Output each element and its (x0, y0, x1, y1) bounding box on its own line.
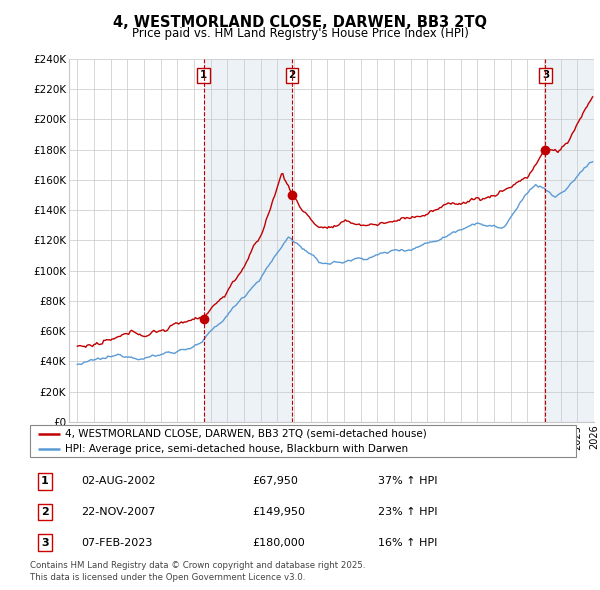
Text: 37% ↑ HPI: 37% ↑ HPI (378, 477, 437, 486)
Text: £67,950: £67,950 (252, 477, 298, 486)
Text: 23% ↑ HPI: 23% ↑ HPI (378, 507, 437, 517)
Text: Contains HM Land Registry data © Crown copyright and database right 2025.
This d: Contains HM Land Registry data © Crown c… (30, 561, 365, 582)
Text: 2: 2 (41, 507, 49, 517)
Text: £149,950: £149,950 (252, 507, 305, 517)
Text: 1: 1 (200, 70, 207, 80)
Text: 07-FEB-2023: 07-FEB-2023 (81, 538, 152, 548)
Text: £180,000: £180,000 (252, 538, 305, 548)
Text: 3: 3 (542, 70, 549, 80)
Text: 1: 1 (41, 477, 49, 486)
Text: 16% ↑ HPI: 16% ↑ HPI (378, 538, 437, 548)
Text: 02-AUG-2002: 02-AUG-2002 (81, 477, 155, 486)
Text: HPI: Average price, semi-detached house, Blackburn with Darwen: HPI: Average price, semi-detached house,… (65, 444, 409, 454)
Text: 3: 3 (41, 538, 49, 548)
Text: 22-NOV-2007: 22-NOV-2007 (81, 507, 155, 517)
Text: 2: 2 (289, 70, 296, 80)
Text: 4, WESTMORLAND CLOSE, DARWEN, BB3 2TQ (semi-detached house): 4, WESTMORLAND CLOSE, DARWEN, BB3 2TQ (s… (65, 428, 427, 438)
Bar (545, 59, 594, 422)
FancyBboxPatch shape (30, 425, 576, 457)
Text: 4, WESTMORLAND CLOSE, DARWEN, BB3 2TQ: 4, WESTMORLAND CLOSE, DARWEN, BB3 2TQ (113, 15, 487, 30)
Text: Price paid vs. HM Land Registry's House Price Index (HPI): Price paid vs. HM Land Registry's House … (131, 27, 469, 40)
Bar (203, 59, 292, 422)
